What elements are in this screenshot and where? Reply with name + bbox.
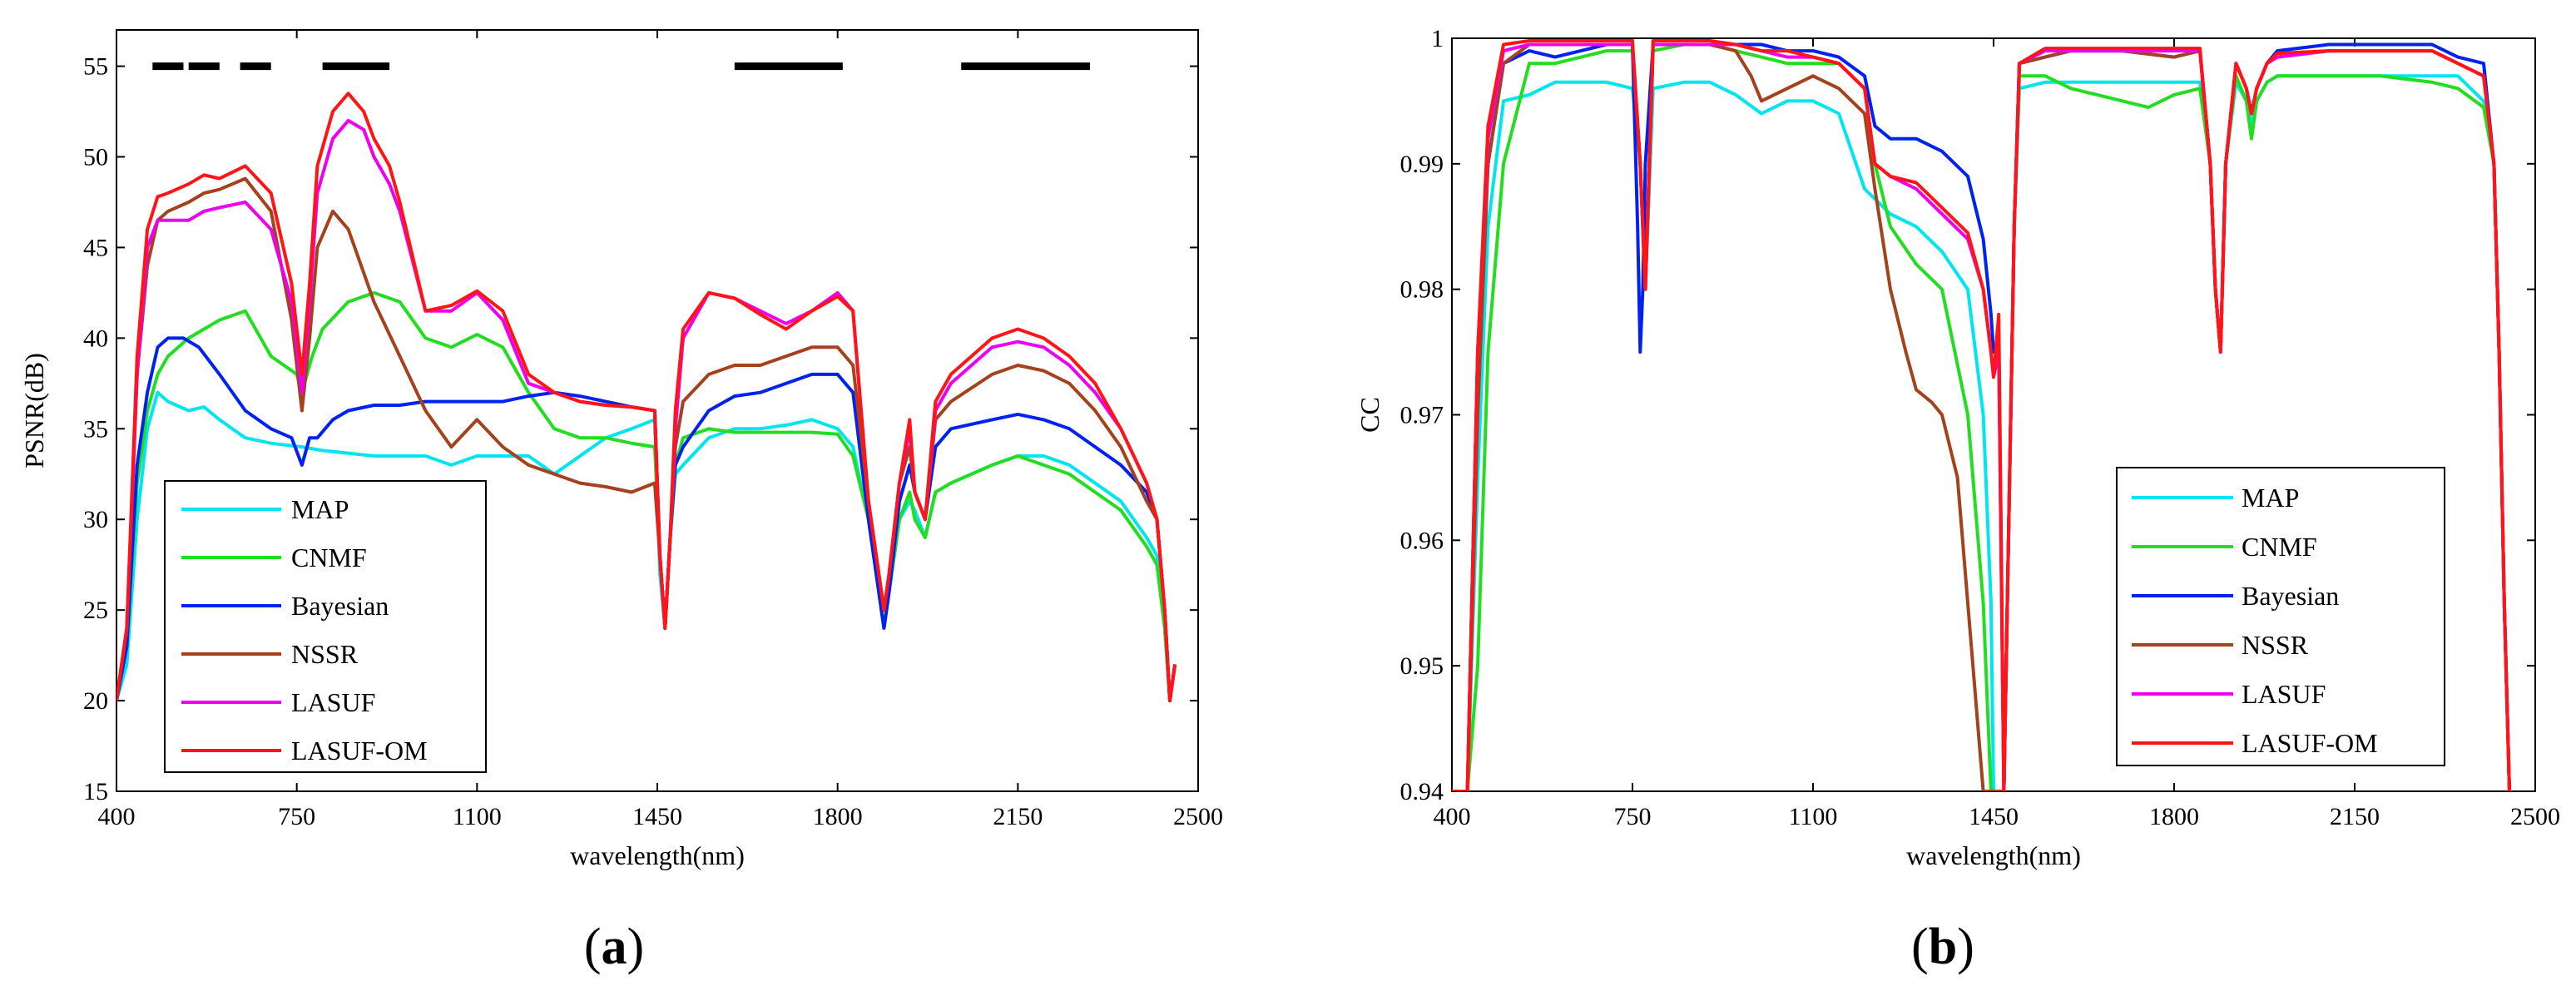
y-tick-label: 45: [83, 234, 108, 261]
y-tick-label: 0.94: [1400, 778, 1444, 805]
x-tick-label: 400: [1434, 803, 1471, 830]
chart-panel-b: 400 750 1100 1450 1800 2150 2500 0.94 0.95 0.96 0.…: [1355, 25, 2560, 975]
series-group: [1452, 39, 2511, 791]
y-tick-label: 1: [1431, 25, 1444, 52]
legend-label: CNMF: [291, 543, 367, 572]
y-tick-label: 50: [83, 144, 108, 171]
legend: MAP CNMF Bayesian NSSR LASUF LASUF-OM: [2116, 467, 2445, 766]
x-tick-label: 1450: [632, 803, 682, 830]
x-tick-label: 1800: [2149, 803, 2199, 830]
x-axis-label: wavelength(nm): [1906, 840, 2081, 870]
legend-box: [164, 480, 487, 773]
legend-label: LASUF-OM: [291, 736, 428, 766]
caption-close: ): [1957, 919, 1974, 975]
legend: MAP CNMF Bayesian NSSR LASUF LASUF-OM: [164, 480, 487, 773]
y-tick-label: 0.97: [1400, 402, 1444, 429]
legend-label: MAP: [2242, 483, 2299, 513]
legend-label: LASUF-OM: [2242, 728, 2378, 758]
caption-letter: b: [1929, 919, 1957, 975]
x-tick-label: 2150: [2330, 803, 2380, 830]
x-tick-label: 750: [1614, 803, 1652, 830]
legend-box: [2116, 467, 2445, 766]
panel-caption: (a): [584, 919, 644, 975]
series-line-lasuf-om: [1452, 39, 2511, 791]
panel-caption: (b): [1911, 919, 1974, 975]
y-axis-label: CC: [1355, 397, 1385, 433]
y-tick-label: 0.95: [1400, 652, 1444, 680]
caption-open: (: [584, 919, 602, 975]
y-tick-label: 40: [83, 325, 108, 352]
y-tick-label: 30: [83, 506, 108, 533]
x-tick-label: 2500: [1173, 803, 1223, 830]
y-tick-label: 25: [83, 597, 108, 624]
legend-label: LASUF: [291, 687, 375, 717]
y-tick-label: 0.98: [1400, 276, 1444, 304]
chart-panel-a: 400 750 1100 1450 1800 2150 2500 15 20 25 30 35 40 45…: [19, 29, 1223, 975]
x-tick-label: 750: [278, 803, 315, 830]
y-tick-label: 35: [83, 415, 108, 443]
series-group: [116, 92, 1177, 703]
caption-open: (: [1911, 919, 1929, 975]
caption-close: ): [627, 919, 645, 975]
x-tick-label: 400: [98, 803, 136, 830]
y-tick-label: 0.96: [1400, 527, 1444, 554]
y-axis-label: PSNR(dB): [19, 353, 49, 468]
y-tick-label: 0.99: [1400, 151, 1444, 178]
legend-label: CNMF: [2242, 532, 2317, 562]
x-tick-label: 1100: [1789, 803, 1838, 830]
legend-label: NSSR: [2242, 630, 2309, 660]
legend-label: Bayesian: [291, 591, 389, 621]
legend-label: LASUF: [2242, 679, 2326, 709]
caption-letter: a: [602, 919, 627, 975]
legend-label: MAP: [291, 494, 349, 524]
y-tick-label: 15: [83, 778, 108, 805]
legend-label: NSSR: [291, 639, 359, 669]
x-axis-label: wavelength(nm): [570, 840, 745, 870]
x-tick-label: 1100: [453, 803, 502, 830]
x-tick-label: 1800: [813, 803, 863, 830]
y-tick-label: 55: [83, 53, 108, 81]
y-tick-label: 20: [83, 687, 108, 715]
x-tick-label: 2500: [2510, 803, 2560, 830]
x-tick-label: 1450: [1969, 803, 2019, 830]
legend-label: Bayesian: [2242, 581, 2339, 611]
x-tick-label: 2150: [993, 803, 1043, 830]
series-line-lasuf-om: [116, 92, 1177, 703]
